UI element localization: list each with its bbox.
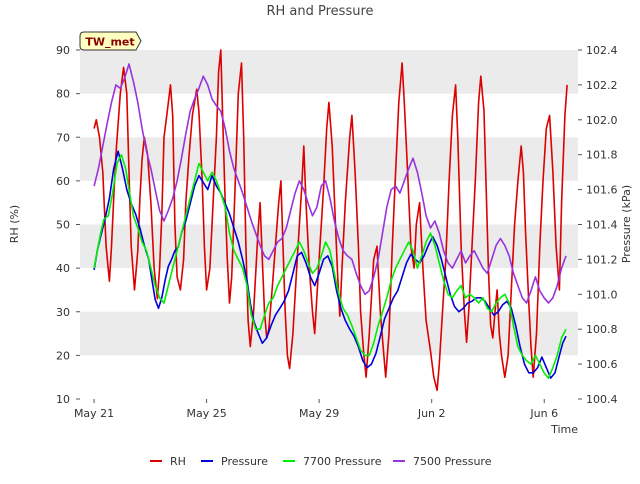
x-tick-label: May 21 [74, 407, 114, 420]
grid-band [80, 224, 578, 269]
legend: RH Pressure 7700 Pressure 7500 Pressure [150, 455, 492, 468]
y-left-tick-label: 10 [56, 393, 70, 406]
legend-label-rh: RH [170, 455, 186, 468]
y-right-tick-label: 101.2 [586, 253, 618, 266]
legend-label-pressure: Pressure [221, 455, 268, 468]
y-left-tick-label: 20 [56, 349, 70, 362]
y-right-tick-label: 102.4 [586, 44, 618, 57]
x-axis-label: Time [550, 423, 578, 436]
station-badge: TW_met [79, 31, 142, 51]
x-tick-label: Jun 6 [529, 407, 558, 420]
x-tick-label: May 25 [186, 407, 226, 420]
y-left-tick-label: 60 [56, 175, 70, 188]
series-line-pressure [93, 150, 567, 379]
y-right-tick-label: 101.8 [586, 149, 618, 162]
series-line-7700-pressure [93, 153, 567, 379]
y-left-tick-label: 40 [56, 262, 70, 275]
series-line-7500-pressure [93, 63, 567, 304]
y-left-tick-label: 70 [56, 131, 70, 144]
y-right-tick-label: 102.0 [586, 114, 618, 127]
y-left-tick-label: 90 [56, 44, 70, 57]
series-lines [93, 49, 568, 392]
y-right-tick-label: 100.4 [586, 393, 618, 406]
chart-title: RH and Pressure [266, 4, 373, 19]
series-line-rh [93, 49, 568, 392]
axes: 10 20 30 40 50 60 70 80 90 100.4 100.6 100.8 101.0 10… [56, 44, 618, 420]
grid-band [80, 50, 578, 94]
y-right-tick-label: 102.2 [586, 79, 618, 92]
y-right-tick-label: 100.6 [586, 358, 618, 371]
x-tick-label: May 29 [299, 407, 339, 420]
badge-label: TW_met [85, 36, 134, 49]
y-right-tick-label: 100.8 [586, 323, 618, 336]
y-left-tick-label: 50 [56, 219, 70, 232]
grid-band [80, 137, 578, 181]
y-right-tick-label: 101.6 [586, 184, 618, 197]
y-right-tick-label: 101.0 [586, 288, 618, 301]
y-left-tick-label: 80 [56, 88, 70, 101]
x-tick-label: Jun 2 [417, 407, 446, 420]
y-axis-label-right: Pressure (kPa) [620, 185, 633, 263]
y-left-tick-label: 30 [56, 306, 70, 319]
grid-band [80, 311, 578, 356]
legend-label-7500-pressure: 7500 Pressure [413, 455, 492, 468]
y-right-tick-label: 101.4 [586, 219, 618, 232]
badge-shape [79, 31, 142, 51]
legend-label-7700-pressure: 7700 Pressure [303, 455, 382, 468]
y-axis-label-left: RH (%) [8, 205, 21, 243]
